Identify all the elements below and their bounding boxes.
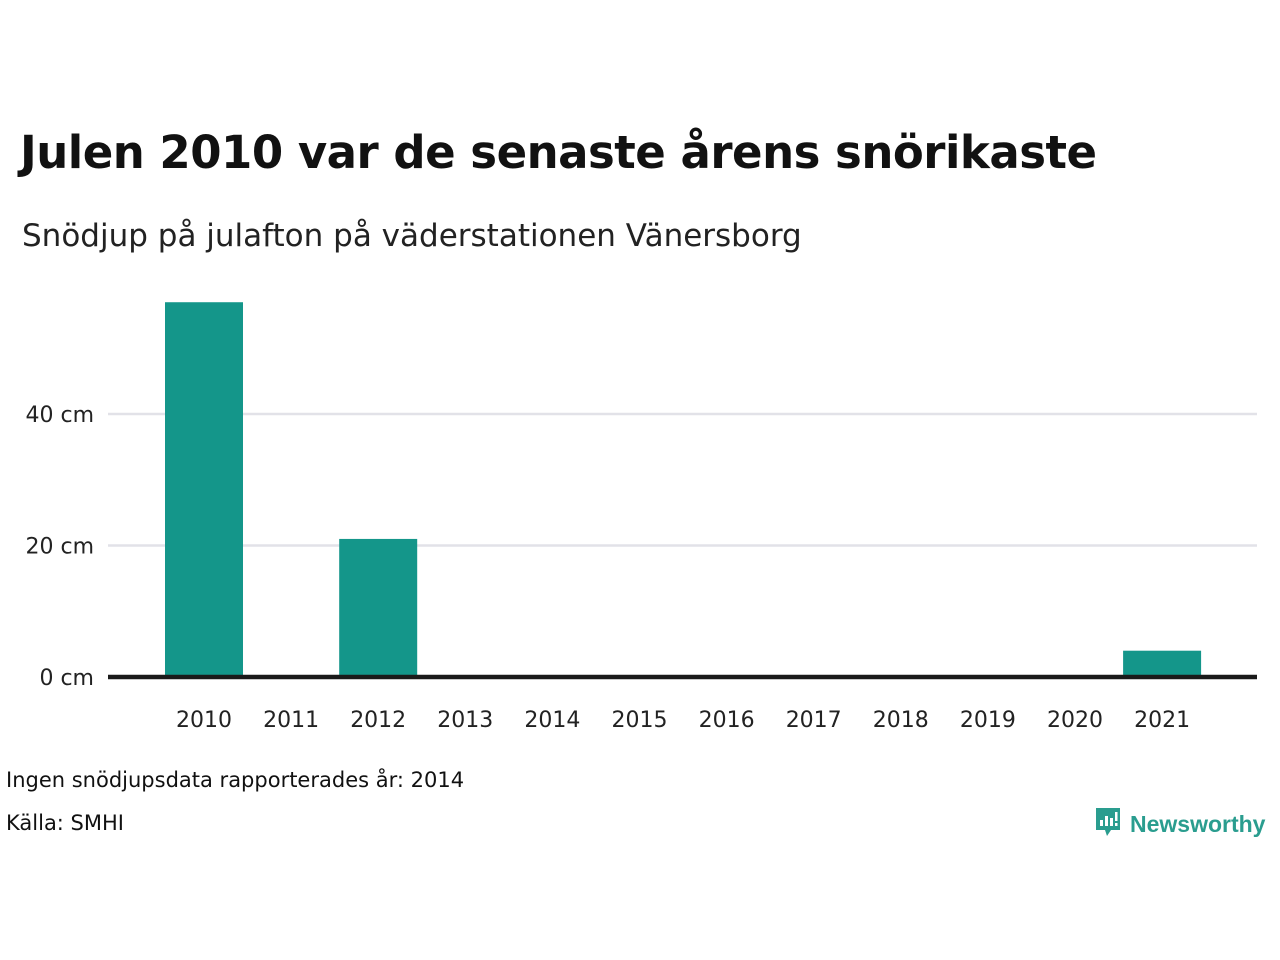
y-tick-label: 40 cm [25,403,94,428]
bars [165,302,1202,677]
x-tick-label: 2011 [263,708,319,733]
x-tick-label: 2021 [1134,708,1190,733]
brand-logo[interactable]: Newsworthy [1094,806,1265,842]
y-tick-label: 20 cm [25,535,94,560]
x-tick-label: 2014 [524,708,580,733]
x-tick-labels: 2010 2011 2012 2013 2014 2015 2016 2017 2018 2019… [176,708,1190,733]
bar-2012 [339,538,418,677]
gridlines [108,412,1257,547]
chart-title: Julen 2010 var de senaste årens snörikas… [20,126,1097,179]
x-tick-label: 2013 [437,708,493,733]
x-tick-label: 2010 [176,708,232,733]
newsworthy-logo-icon [1094,806,1122,842]
chart-subtitle: Snödjup på julafton på väderstationen Vä… [22,218,802,254]
x-tick-label: 2018 [873,708,929,733]
missing-data-note: Ingen snödjupsdata rapporterades år: 201… [6,768,465,792]
brand-name: Newsworthy [1130,810,1266,837]
x-tick-label: 2012 [350,708,406,733]
y-tick-labels: 0 cm 20 cm 40 cm [25,403,94,691]
bar-2010 [165,302,243,677]
bar-2021 [1123,650,1202,677]
x-tick-label: 2019 [960,708,1016,733]
y-tick-label: 0 cm [39,666,94,691]
x-tick-label: 2020 [1047,708,1103,733]
x-tick-label: 2015 [612,708,668,733]
x-tick-label: 2017 [786,708,842,733]
x-tick-label: 2016 [699,708,755,733]
source-label: Källa: SMHI [6,811,124,835]
